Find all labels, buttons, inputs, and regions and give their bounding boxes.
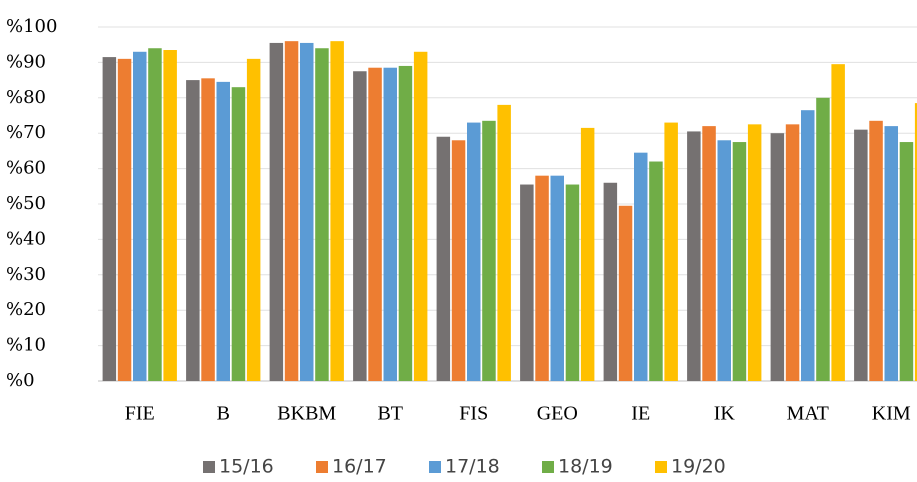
bar	[284, 41, 299, 381]
bar	[330, 41, 344, 381]
bar	[687, 131, 701, 381]
bar	[467, 122, 481, 381]
bar	[535, 175, 549, 381]
bar	[702, 126, 716, 382]
bar	[368, 67, 382, 382]
bar	[899, 142, 914, 381]
x-tick-label: IE	[631, 403, 650, 425]
bar	[914, 103, 917, 382]
bar	[353, 71, 367, 381]
bar	[580, 127, 595, 381]
y-tick-label: %60	[6, 158, 46, 179]
bar	[246, 58, 261, 382]
legend-swatch	[655, 461, 667, 473]
bar	[231, 87, 246, 382]
bar	[816, 97, 830, 382]
x-tick-label: BT	[377, 403, 403, 425]
y-tick-label: %30	[6, 264, 46, 285]
bar	[216, 81, 230, 382]
x-tick-label: BKBM	[277, 403, 336, 425]
bar	[148, 48, 162, 382]
bar	[269, 42, 284, 382]
bar	[451, 140, 466, 381]
y-tick-label: %0	[6, 370, 35, 391]
legend-swatch	[542, 461, 554, 473]
bar	[482, 120, 496, 381]
y-tick-label: %80	[6, 87, 46, 108]
x-tick-label: GEO	[537, 403, 578, 425]
bar	[133, 51, 147, 381]
bar	[300, 42, 314, 382]
bar	[603, 182, 618, 381]
bar	[398, 65, 413, 381]
x-tick-label: IK	[714, 403, 736, 425]
bar	[831, 64, 845, 382]
legend-swatch	[429, 461, 441, 473]
bar	[649, 161, 663, 381]
bar	[383, 67, 397, 382]
bar	[315, 48, 329, 382]
legend-label: 15/16	[219, 456, 274, 478]
bar	[565, 184, 580, 381]
x-tick-label: MAT	[787, 403, 829, 425]
bar	[550, 175, 564, 381]
bar	[634, 152, 648, 381]
bar	[854, 129, 868, 381]
bar	[102, 57, 117, 382]
bar	[618, 205, 633, 381]
bar	[664, 122, 678, 381]
bar	[770, 133, 785, 381]
y-tick-label: %100	[6, 16, 57, 37]
legend-label: 16/17	[332, 456, 387, 478]
legend-label: 17/18	[445, 456, 500, 478]
bar	[436, 136, 451, 381]
y-tick-label: %20	[6, 299, 46, 320]
bar	[201, 78, 215, 381]
bar	[163, 50, 177, 381]
bar	[186, 80, 200, 381]
y-tick-label: %90	[6, 51, 46, 72]
bar	[869, 120, 883, 381]
y-tick-label: %10	[6, 335, 46, 356]
bar	[413, 51, 428, 381]
bar	[520, 184, 534, 381]
x-tick-label: FIS	[459, 403, 488, 425]
bar	[717, 140, 731, 381]
bar	[801, 110, 815, 381]
legend-swatch	[203, 461, 215, 473]
y-tick-label: %40	[6, 228, 46, 249]
bar	[497, 104, 511, 381]
legend-swatch	[316, 461, 328, 473]
x-tick-label: B	[217, 403, 230, 425]
bar	[732, 142, 747, 381]
bar	[785, 124, 800, 381]
x-tick-label: FIE	[125, 403, 155, 425]
y-tick-label: %50	[6, 193, 46, 214]
bar	[747, 124, 762, 381]
legend-label: 19/20	[671, 456, 726, 478]
legend-label: 18/19	[558, 456, 613, 478]
y-tick-label: %70	[6, 122, 46, 143]
bar	[884, 126, 898, 382]
bar	[117, 58, 132, 382]
x-tick-label: KIM	[872, 403, 911, 425]
